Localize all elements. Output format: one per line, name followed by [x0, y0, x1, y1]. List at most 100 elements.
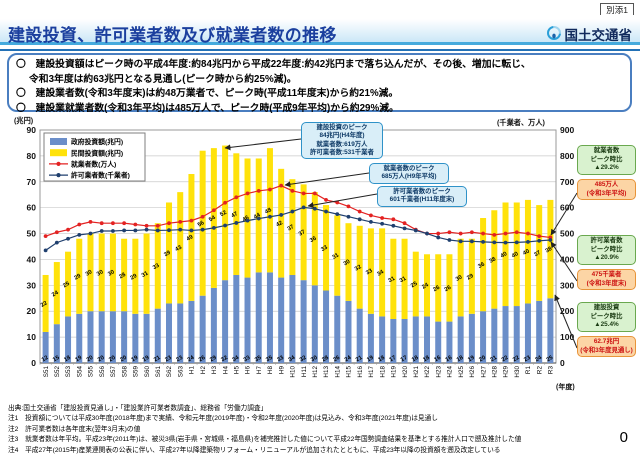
bar-label-priv: 54 — [208, 215, 217, 224]
x-category-labels: S51 S52 S53 S54 S55 S56 S57 S58 S59 S60 S61 S62 S63 H… — [39, 363, 555, 378]
data-point — [189, 228, 194, 233]
bar-label-gov: 34 — [232, 355, 241, 364]
x-label-H20: H20 — [402, 366, 409, 378]
bar-label-gov: 23 — [164, 355, 173, 364]
trend-chart: 12 22 15 24 18 25 19 29 20 30 20 30 20 30 20 28 19 29 19 31… — [14, 116, 578, 391]
source-notes: 出典:国土交通省「建設投資見通し」・「建設業許可業者数調査」、総務省「労働力調査… — [8, 404, 634, 456]
data-point — [346, 204, 351, 209]
bar-label-gov: 19 — [74, 355, 83, 364]
x-label-H10: H10 — [290, 366, 297, 378]
x-label-H28: H28 — [492, 366, 499, 378]
x-label-H30: H30 — [514, 366, 521, 378]
data-point — [391, 223, 396, 228]
callout-arrow — [554, 294, 578, 349]
data-point — [54, 240, 59, 245]
data-point — [144, 227, 149, 232]
bar-label-gov: 24 — [344, 355, 353, 364]
right-tick: 0 — [560, 358, 565, 368]
bar-priv-H2 — [199, 150, 206, 296]
callout-line: 685万人(H9年平均) — [381, 173, 437, 181]
stat-line: 475千業者 — [591, 271, 622, 278]
bar-gov-H19 — [390, 318, 397, 363]
bar-label-priv: 37 — [287, 224, 296, 232]
callout-line: 601千業者(H11年度末) — [389, 196, 455, 204]
chart-area: 12 22 15 24 18 25 19 29 20 30 20 30 20 30 20 28 19 29 19 31… — [0, 113, 640, 405]
bars-private — [42, 145, 554, 332]
x-label-S51: S51 — [43, 366, 50, 378]
bar-label-priv: 43 — [174, 244, 183, 253]
data-point — [279, 183, 284, 188]
x-label-H3: H3 — [211, 366, 218, 375]
bar-gov-H12 — [311, 285, 318, 363]
bar-priv-S53 — [65, 251, 72, 317]
right-tick: 100 — [560, 332, 574, 342]
x-label-H6: H6 — [245, 366, 252, 375]
bar-priv-S61 — [154, 223, 161, 309]
bar-label-gov: 19 — [131, 355, 140, 364]
bar-label-gov: 33 — [243, 355, 252, 364]
bar-label-priv: 37 — [533, 250, 542, 258]
bar-label-gov: 15 — [52, 355, 61, 364]
bar-priv-R2 — [536, 205, 543, 301]
mlit-logo-icon — [546, 25, 562, 44]
right-tick: 600 — [560, 203, 574, 213]
bar-priv-H11 — [300, 184, 307, 281]
data-point — [458, 239, 463, 244]
bar-gov-H11 — [300, 280, 307, 363]
data-point — [436, 231, 441, 236]
bar-label-priv: 31 — [399, 275, 408, 284]
data-point — [514, 230, 519, 235]
bar-label-gov: 18 — [411, 355, 420, 364]
bar-label-priv: 32 — [354, 264, 363, 272]
x-label-S52: S52 — [54, 366, 61, 378]
data-point — [234, 195, 239, 200]
data-point — [223, 223, 227, 228]
bar-label-priv: 22 — [40, 300, 49, 308]
bar-gov-S51 — [42, 331, 49, 363]
bar-gov-S59 — [132, 313, 139, 363]
data-point — [369, 220, 373, 224]
bar-priv-H24 — [446, 254, 453, 322]
bar-value-labels: 12 22 15 24 18 25 19 29 20 30 20 30 20 30 20 28 19 29 19 31… — [40, 207, 555, 364]
legend-swatch — [50, 138, 67, 145]
stat-line: 485万人 — [594, 181, 619, 188]
bar-priv-H1 — [188, 174, 195, 301]
bar-priv-S57 — [109, 233, 116, 312]
callout-line: 建設投資のピーク — [316, 124, 368, 131]
bar-label-priv: 40 — [522, 249, 531, 257]
data-point — [99, 221, 104, 226]
bar-gov-H9 — [278, 277, 285, 363]
stat-line: ピーク時比 — [590, 155, 623, 163]
x-label-H13: H13 — [323, 366, 330, 378]
x-label-H17: H17 — [368, 366, 375, 378]
data-point — [178, 220, 183, 224]
legend-dot — [56, 161, 61, 166]
bar-label-gov: 12 — [41, 355, 50, 363]
bar-priv-H18 — [379, 228, 386, 317]
bar-gov-H16 — [356, 308, 363, 363]
data-point — [481, 239, 485, 244]
right-tick: 400 — [560, 254, 574, 264]
data-point — [88, 220, 93, 224]
data-point — [492, 240, 497, 245]
summary-bullet-1: 〇 建設投資額はピーク時の平成4年度:約84兆円から平成22年度:約42兆円まで… — [16, 59, 531, 70]
legend-label: 就業者数(万人) — [71, 160, 116, 169]
bar-priv-H15 — [345, 223, 352, 301]
data-point — [43, 234, 48, 239]
bar-label-priv: 30 — [96, 269, 105, 277]
data-point — [279, 213, 284, 217]
header-underline — [0, 49, 640, 51]
bar-label-priv: 40 — [511, 251, 520, 259]
stat-line: 62.7兆円 — [593, 338, 620, 345]
page-title: 建設投資、許可業者数及び就業者数の推移 — [8, 26, 337, 45]
summary-bullet-1-cont: 令和3年度は約63兆円となる見通し(ピーク時から約25%減)。 — [29, 73, 297, 85]
right-tick: 700 — [560, 177, 574, 187]
legend-swatch — [50, 149, 67, 157]
bar-gov-H21 — [412, 316, 419, 363]
bar-label-priv: 33 — [320, 244, 329, 253]
callout-investment-peak: 建設投資のピーク 84兆円(H4年度) 就業者数:619万人 許可業者数:531… — [301, 122, 383, 160]
bar-label-gov: 30 — [310, 355, 319, 363]
bar-gov-H18 — [379, 316, 386, 363]
left-tick: 60 — [27, 203, 37, 213]
x-label-R1: R1 — [525, 366, 532, 375]
